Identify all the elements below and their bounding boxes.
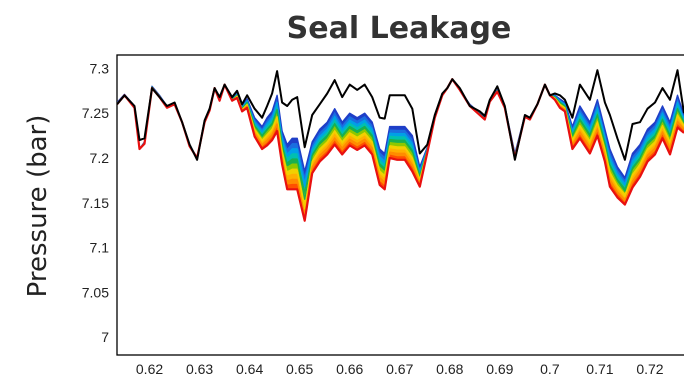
x-tick-label: 0.68 — [436, 361, 463, 377]
y-axis-ticks: 7 7.05 7.1 7.15 7.2 7.25 7.3 — [82, 60, 109, 345]
x-tick-label: 0.65 — [286, 361, 313, 377]
x-tick-label: 0.67 — [386, 361, 413, 377]
y-axis-label: Pressure (bar) — [23, 115, 53, 298]
plot-frame — [116, 54, 684, 356]
x-tick-label: 0.63 — [186, 361, 213, 377]
x-tick-label: 0.7 — [540, 361, 560, 377]
y-tick-label: 7.05 — [82, 284, 109, 300]
y-tick-label: 7.1 — [90, 240, 110, 256]
chart-title: Seal Leakage — [287, 11, 512, 46]
y-tick-label: 7.2 — [90, 150, 110, 166]
y-tick-label: 7.25 — [82, 105, 109, 121]
y-tick-label: 7.15 — [82, 195, 109, 211]
x-axis-ticks: 0.62 0.63 0.64 0.65 0.66 0.67 0.68 0.69 0.7 0.71 0… — [136, 361, 664, 377]
y-tick-label: 7.3 — [90, 60, 110, 76]
x-tick-label: 0.62 — [136, 361, 163, 377]
series-line — [117, 69, 684, 161]
x-tick-label: 0.69 — [486, 361, 513, 377]
x-tick-label: 0.64 — [236, 361, 263, 377]
y-tick-label: 7 — [101, 329, 109, 345]
x-tick-label: 0.71 — [586, 361, 613, 377]
x-tick-label: 0.66 — [336, 361, 363, 377]
x-tick-label: 0.72 — [636, 361, 663, 377]
series-group — [117, 69, 684, 222]
